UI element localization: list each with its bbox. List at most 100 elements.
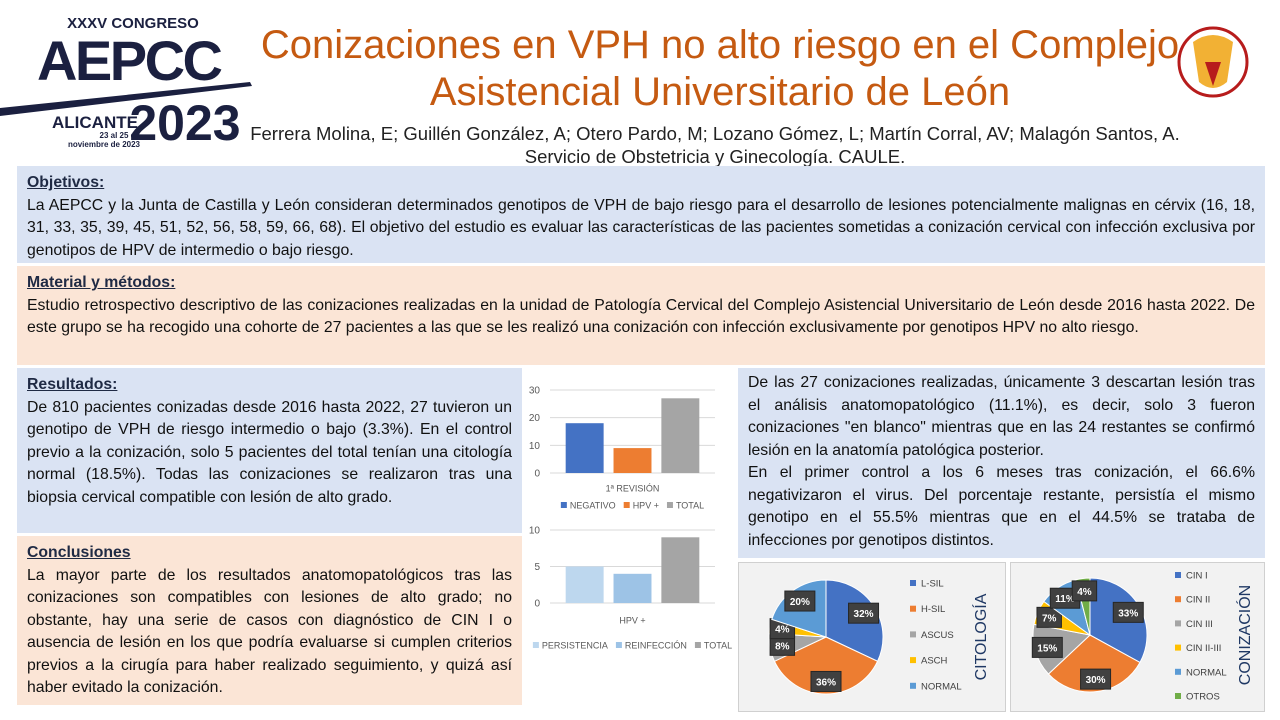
data-label: 4% [775,625,790,636]
data-label-box [1031,636,1063,658]
legend-label: TOTAL [704,641,732,651]
y-tick-label: 5 [534,562,540,573]
legend-swatch [532,642,539,648]
bar [613,573,652,603]
legend-swatch [694,642,701,648]
bar [565,566,604,603]
conclusiones-section: Conclusiones La mayor parte de los resul… [17,536,522,705]
pie-slice [1047,634,1141,693]
bar-chart: 0 10 20 30 1ª REVISIÓN NEGATIVO HPV + TOTAL [529,386,715,511]
logo-year: 2023 [129,95,240,151]
data-label-box [1112,601,1144,623]
legend-label: NORMAL [1186,667,1227,678]
section-heading: Objetivos: [27,174,105,191]
section-heading: Conclusiones [27,544,131,561]
legend-swatch [910,580,916,586]
data-label: 8% [775,641,790,652]
x-tick-label: HPV + [619,616,645,626]
legend-swatch [910,682,916,689]
logo-dates-wrap: 23 al 25 de noviembre de 2023 [67,131,140,149]
data-label: 4% [1077,587,1092,598]
legend-swatch [910,631,916,638]
legend-label: PERSISTENCIA [542,641,608,651]
legend-label: NEGATIVO [570,501,616,511]
section-text: La mayor parte de los resultados anatomo… [27,566,512,697]
y-tick-label: 10 [529,441,541,452]
bar-chart: 0 5 10 HPV + PERSISTENCIA REINFECCIÓN TOTAL [529,526,732,651]
data-label: 36% [816,677,836,688]
section-text: En el primer control a los 6 meses tras … [748,464,1255,549]
data-label-box [784,590,816,612]
section-heading: Material y métodos: [27,274,176,291]
authors: Ferrera Molina, E; Guillén González, A; … [250,123,1180,167]
legend-label: TOTAL [676,501,704,511]
data-label: 20% [790,597,810,608]
section-text: Estudio retrospectivo descriptivo de las… [27,296,1255,337]
legend-swatch [623,502,630,508]
pie-chart: 32% 36% 8% 4% 20% L-SIL H-SIL ASCUS ASCH NORMAL CI… [768,579,990,695]
legend-swatch [1175,596,1181,603]
legend-label: CIN II [1186,595,1210,606]
logo-shield [1193,35,1233,88]
bar [613,448,652,473]
legend-swatch [1175,644,1181,651]
section-heading: Resultados: [27,376,118,393]
legend-swatch [910,657,916,664]
legend-swatch [560,502,567,508]
resultados-section: Resultados: De 810 pacientes conizadas d… [17,368,522,533]
legend-swatch [615,642,622,648]
logo-mark [1205,62,1221,86]
section-text: De las 27 conizaciones realizadas, única… [748,374,1255,459]
bar [661,537,700,603]
legend-label: ASCUS [921,630,954,641]
data-label: 15% [1037,643,1057,654]
legend-label: ASCH [921,656,948,667]
data-label-box [1036,606,1062,628]
logo-name: AEPCC [37,29,223,92]
legend-label: REINFECCIÓN [625,641,687,651]
chart-title: CONIZACIÓN [1235,585,1254,685]
logo-edition: XXXV CONGRESO [67,15,199,32]
legend-swatch [1175,620,1181,627]
chart-title: CITOLOGÍA [971,593,990,680]
congress-logo: XXXV CONGRESO AEPCC ALICANTE 2023 23 al … [0,15,252,151]
legend-label: HPV + [633,501,659,511]
legend-label: OTROS [1186,692,1220,703]
data-label: 11% [1055,594,1075,605]
section-text: De 810 pacientes conizadas desde 2016 ha… [27,398,512,506]
y-tick-label: 30 [529,386,541,397]
bar [661,398,700,473]
legend-label: L-SIL [921,579,944,590]
data-label: 7% [1042,613,1057,624]
y-tick-label: 0 [534,599,540,610]
data-label-box [1080,668,1112,690]
data-label: 32% [854,609,874,620]
x-tick-label: 1ª REVISIÓN [606,484,660,494]
data-label: 33% [1118,608,1138,619]
legend-label: CIN I [1186,571,1208,582]
objetivos-section: Objetivos: La AEPCC y la Junta de Castil… [17,166,1265,263]
resultados-continued: De las 27 conizaciones realizadas, única… [738,368,1265,558]
data-label-box [848,602,880,624]
legend-label: NORMAL [921,681,962,692]
y-tick-label: 20 [529,413,541,424]
logo-city: ALICANTE [52,113,138,132]
poster-title: Conizaciones en VPH no alto riesgo en el… [260,23,1180,114]
legend-swatch [1175,572,1181,578]
pie-slice [773,636,879,695]
data-label-box [810,670,842,692]
data-label: 30% [1086,675,1106,686]
legend-label: CIN II-III [1186,643,1221,654]
y-tick-label: 10 [529,526,541,537]
logo-ring [1177,26,1249,98]
legend-swatch [1175,693,1181,699]
section-text: La AEPCC y la Junta de Castilla y León c… [27,196,1255,259]
logo-dates: 23 al 25 de noviembre de 2023 [67,131,140,149]
y-tick-label: 0 [534,469,540,480]
legend-label: CIN III [1186,619,1213,630]
bar [565,423,604,473]
material-section: Material y métodos: Estudio retrospectiv… [17,266,1265,365]
logo-swoosh [0,82,252,116]
legend-swatch [1175,668,1181,675]
